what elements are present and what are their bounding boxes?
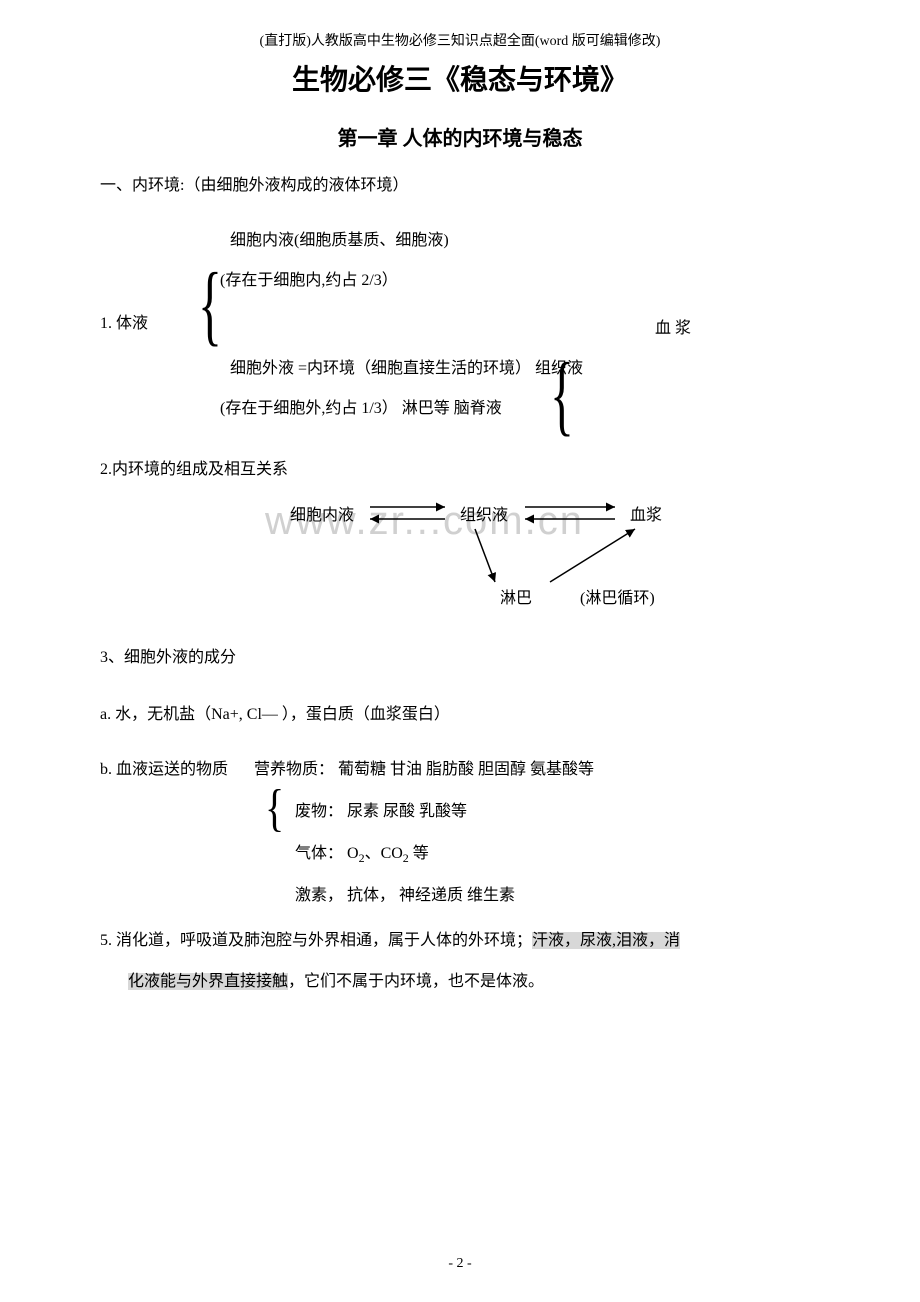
text-line: b. 血液运送的物质	[100, 761, 228, 778]
diagram-node: 淋巴	[500, 584, 532, 608]
diagram-node: 血浆	[630, 501, 662, 525]
section3-heading: 3、细胞外液的成分	[100, 639, 820, 677]
page-number: - 2 -	[0, 1256, 920, 1272]
section5-line2: 化液能与外界直接接触，它们不属于内环境，也不是体液。	[100, 963, 820, 1001]
arrow-icon	[420, 524, 500, 589]
text-line: a. 水，无机盐（Na+, Cl— ），蛋白质（血浆蛋白）	[100, 696, 820, 734]
header-note: (直打版)人教版高中生物必修三知识点超全面(word 版可编辑修改)	[100, 30, 820, 50]
section2-heading: 2.内环境的组成及相互关系	[100, 451, 820, 489]
diagram-node: 组织液	[460, 501, 508, 525]
text-line: 细胞外液 =内环境（细胞直接生活的环境） 组织液	[230, 351, 583, 386]
arrow-icon	[545, 524, 645, 589]
text-line: 细胞内液(细胞质基质、细胞液)	[230, 223, 449, 258]
text-line: (存在于细胞内,约占 2/3）	[220, 263, 398, 298]
brace-icon: {	[550, 295, 574, 493]
transport-block: { b. 血液运送的物质 营养物质： 葡萄糖 甘油 脂肪酸 胆固醇 氨基酸等 废…	[100, 752, 820, 922]
chapter-title: 第一章 人体的内环境与稳态	[100, 122, 820, 151]
relation-diagram: www.zr...com.cn 细胞内液 组织液 血浆 淋巴 (淋巴循环)	[100, 499, 820, 619]
section5-line: 5. 消化道，呼吸道及肺泡腔与外界相通，属于人体的外环境；汗液，尿液,泪液，消	[100, 922, 820, 960]
text-line: (存在于细胞外,约占 1/3） 淋巴等 脑脊液	[220, 391, 502, 426]
text-line: 气体： O2、CO2 等	[295, 836, 429, 872]
body-fluid-block: { { 细胞内液(细胞质基质、细胞液) (存在于细胞内,约占 2/3） 1. 体…	[100, 211, 820, 441]
text-line: 废物： 尿素 尿酸 乳酸等	[295, 794, 467, 829]
brace-icon: {	[198, 205, 222, 403]
text-line: 激素， 抗体， 神经递质 维生素	[295, 878, 515, 913]
text-line: 血 浆	[655, 311, 691, 346]
section1-heading: 一、内环境:（由细胞外液构成的液体环境）	[100, 171, 820, 195]
main-title: 生物必修三《稳态与环境》	[100, 58, 820, 98]
item1-label: 1. 体液	[100, 306, 148, 341]
diagram-node: 细胞内液	[290, 501, 354, 525]
text-line: 营养物质： 葡萄糖 甘油 脂肪酸 胆固醇 氨基酸等	[254, 761, 594, 778]
highlight-text: 汗液，尿液,泪液，消	[532, 932, 680, 949]
highlight-text: 化液能与外界直接接触	[128, 973, 288, 990]
